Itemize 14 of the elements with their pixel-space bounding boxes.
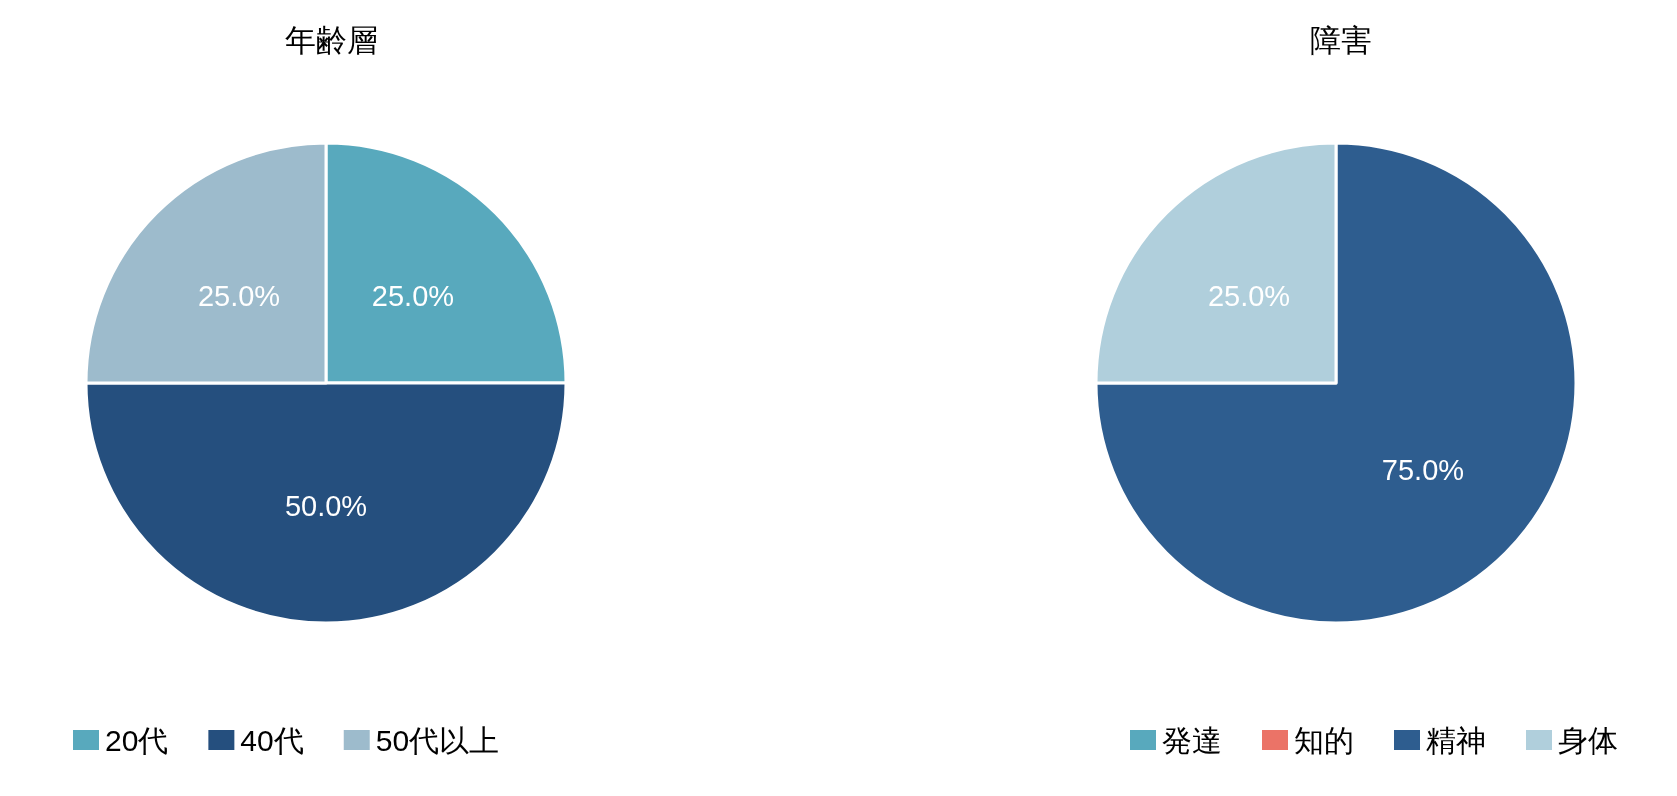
data-label: 75.0% [1381,453,1465,486]
legend-label: 50代以上 [375,723,500,757]
data-label: 50.0% [284,490,368,522]
legend-label: 40代 [240,723,304,757]
chart-title: 年齢層 [284,23,378,58]
legend-label: 発達 [1162,723,1222,757]
data-label: 25.0% [1207,280,1291,313]
legend-label: 20代 [105,723,169,757]
data-label: 25.0% [371,280,455,313]
chart-title: 障害 [1310,23,1372,58]
legend-label: 知的 [1294,723,1354,757]
legend-label: 精神 [1426,723,1486,757]
data-label: 25.0% [197,280,281,313]
legend-label: 身体 [1558,723,1618,757]
